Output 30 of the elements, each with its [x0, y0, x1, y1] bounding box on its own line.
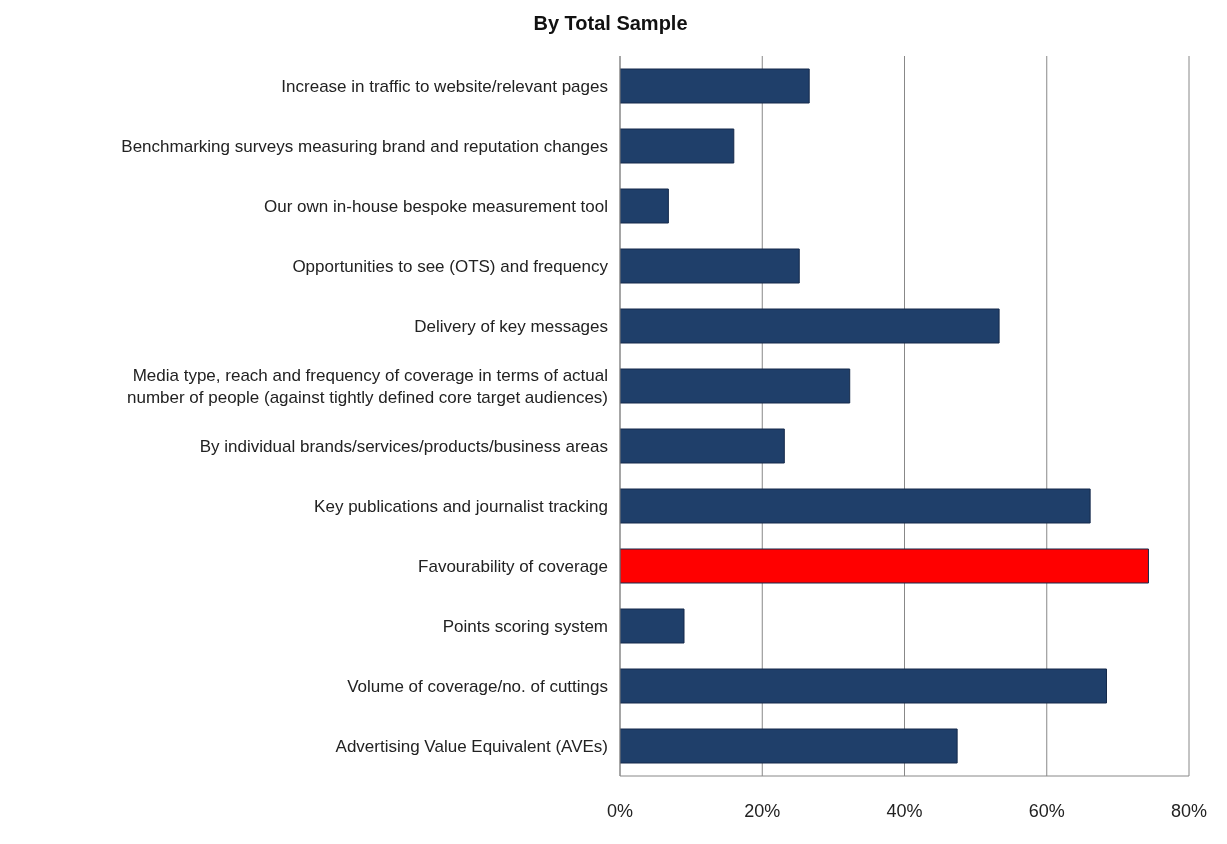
y-tick-label: Key publications and journalist tracking [314, 496, 608, 516]
bar [620, 428, 785, 464]
y-tick-label: Media type, reach and frequency of coverage in terms of actual number of people (against tightly defined core target audiences) [126, 365, 608, 407]
bar [620, 488, 1091, 524]
bar [620, 308, 1000, 344]
bar [620, 608, 685, 644]
y-tick-label: Volume of coverage/no. of cuttings [347, 676, 608, 696]
chart-title: By Total Sample [532, 11, 689, 36]
bar [620, 728, 958, 764]
y-tick-label: Our own in-house bespoke measurement tool [264, 196, 608, 216]
y-tick-label: Favourability of coverage [418, 556, 608, 576]
x-tick-label: 60% [1028, 800, 1065, 821]
x-tick-label: 40% [886, 800, 923, 821]
bar [620, 668, 1107, 704]
bar [620, 548, 1149, 584]
bar [620, 368, 851, 404]
y-tick-label: Opportunities to see (OTS) and frequency [292, 256, 609, 276]
bar [620, 188, 669, 224]
y-tick-label: Points scoring system [442, 616, 608, 636]
y-tick-label: Advertising Value Equivalent (AVEs) [335, 736, 608, 756]
y-tick-label: By individual brands/services/products/business areas [199, 436, 608, 456]
x-tick-label: 0% [606, 800, 634, 821]
y-tick-label: Delivery of key messages [414, 316, 608, 336]
bar [620, 128, 735, 164]
y-tick-label: Increase in traffic to website/relevant pages [281, 76, 608, 96]
bar [620, 68, 810, 104]
x-tick-label: 80% [1170, 800, 1208, 821]
x-tick-label: 20% [744, 800, 781, 821]
bar [620, 248, 800, 284]
y-tick-label: Benchmarking surveys measuring brand and reputation changes [121, 136, 608, 156]
